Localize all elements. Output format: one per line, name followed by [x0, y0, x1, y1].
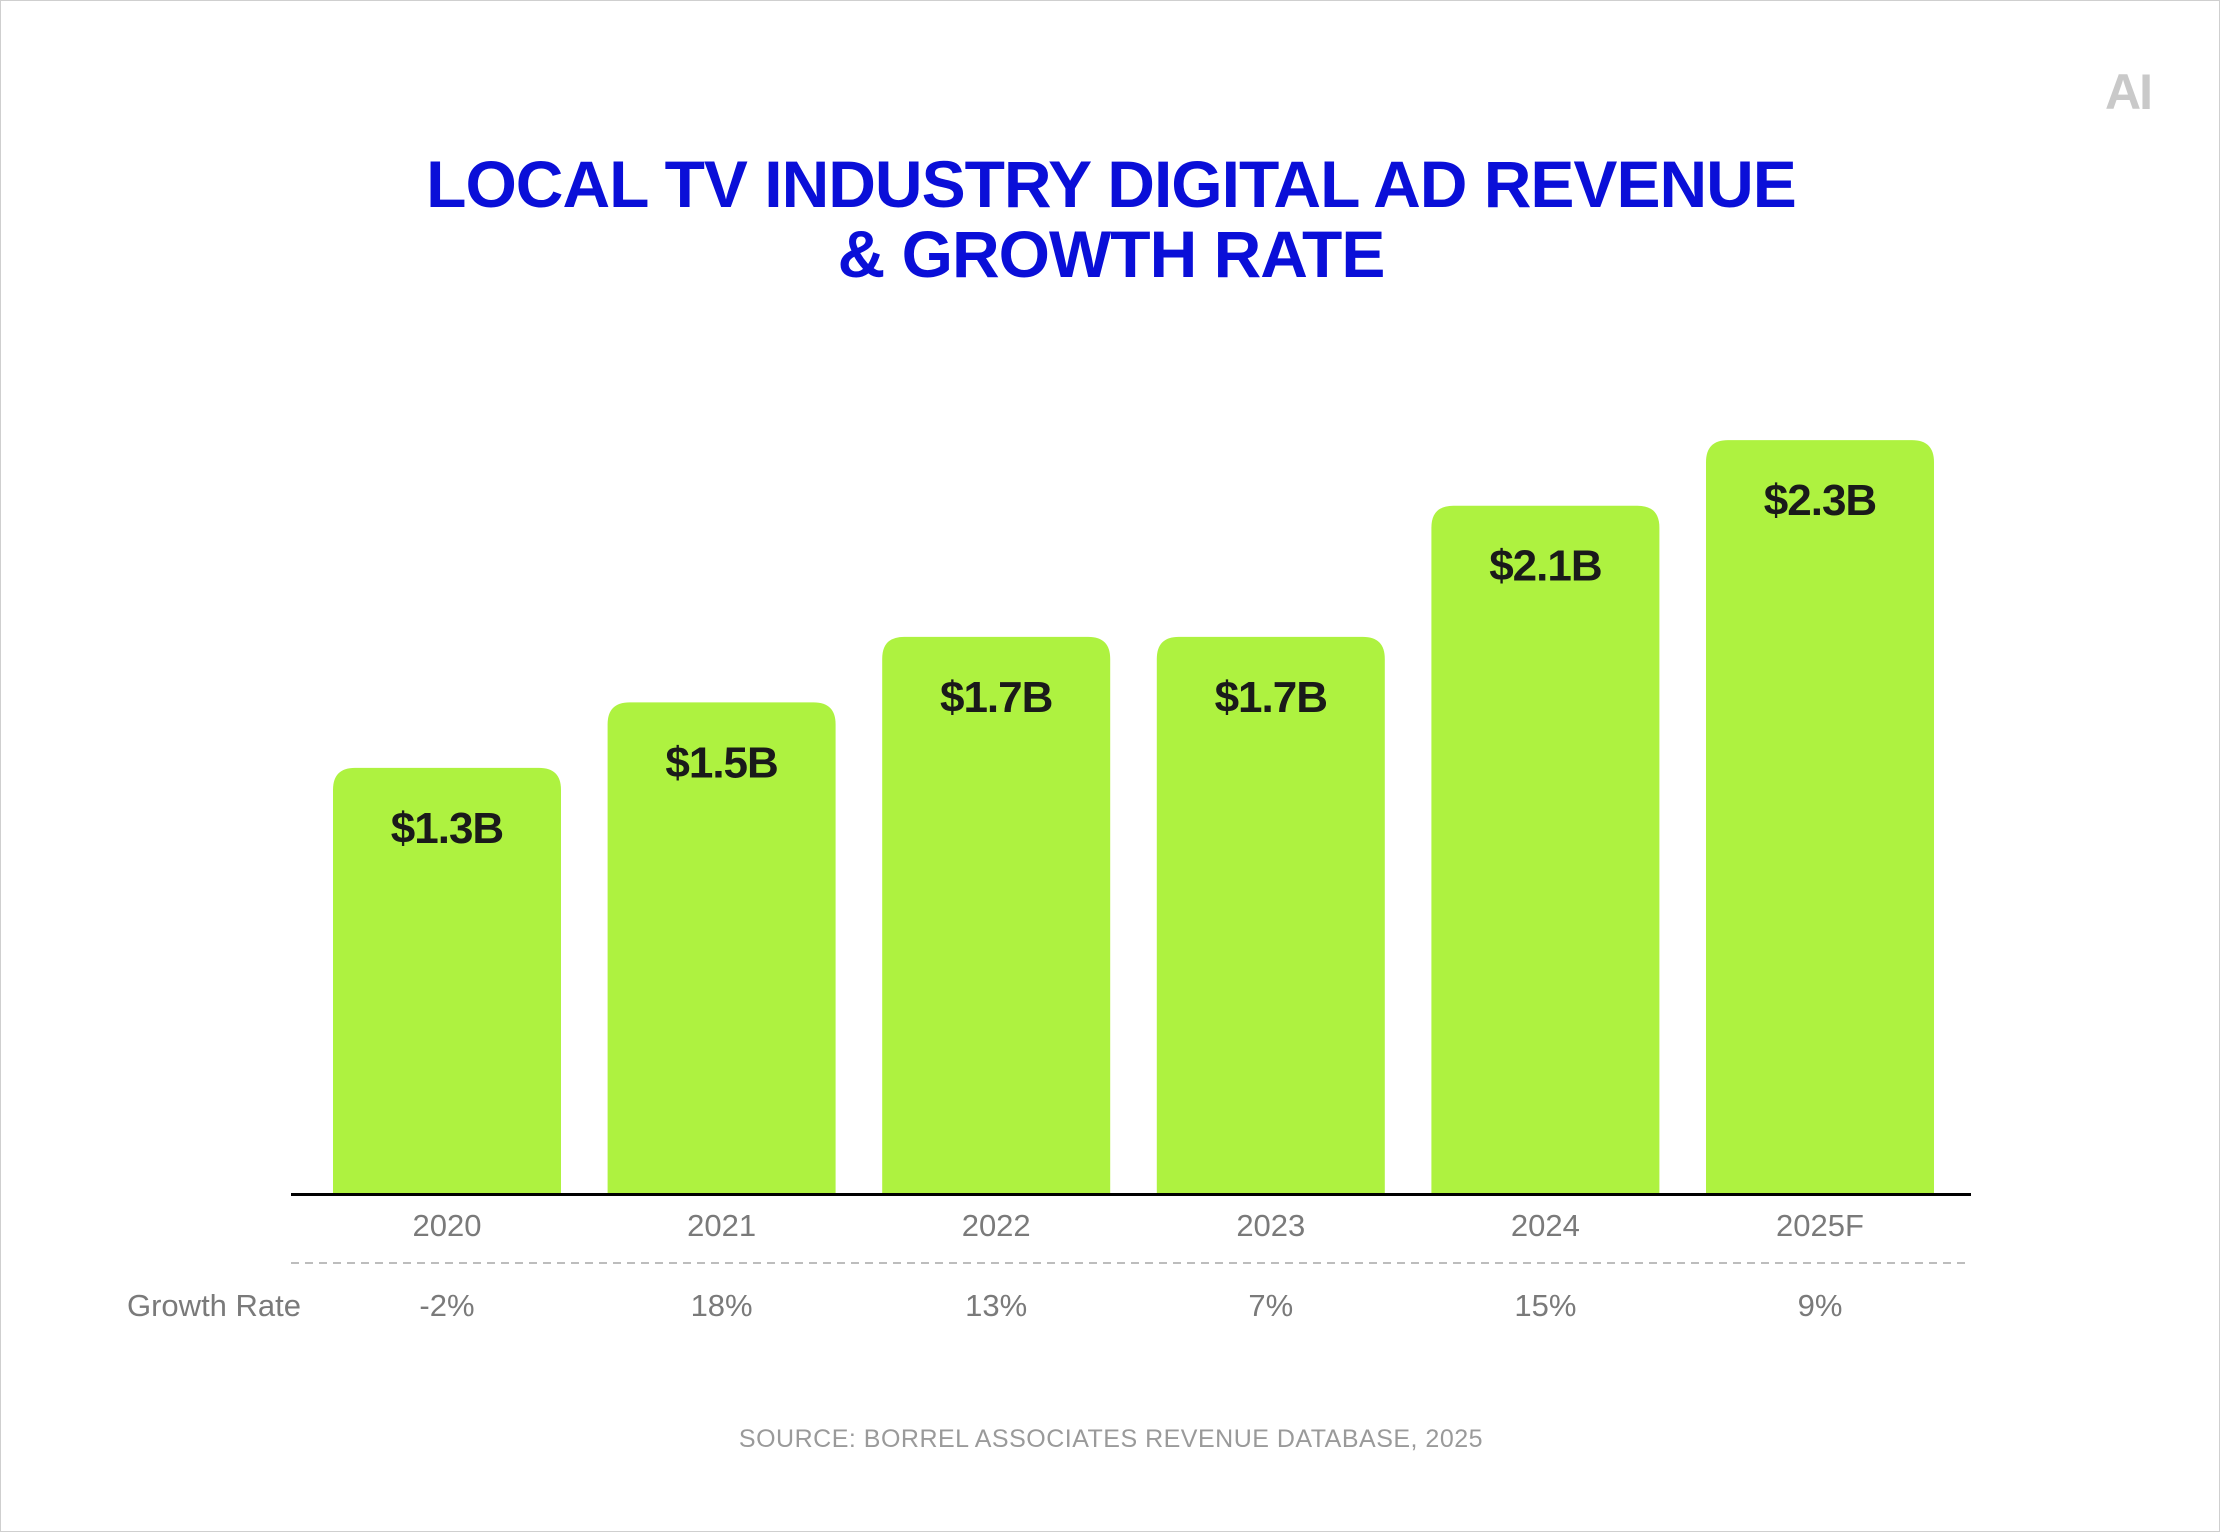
x-tick-label-2021: 2021	[687, 1208, 756, 1243]
x-tick-label-2020: 2020	[413, 1208, 482, 1243]
growth-rate-value-2020: -2%	[419, 1288, 474, 1323]
chart-title: LOCAL TV INDUSTRY DIGITAL AD REVENUE & G…	[1, 149, 2220, 289]
brand-logo: AI	[2105, 64, 2153, 120]
bar-chart: $1.3B 2020 -2% $1.5B 2021 18% $1.7B 2022 13% $1.7…	[127, 440, 1971, 1323]
bar-value-label-2023: $1.7B	[1215, 673, 1327, 722]
growth-rate-value-2023: 7%	[1248, 1288, 1293, 1323]
bar-2025F	[1706, 440, 1934, 1194]
bar-value-label-2025F: $2.3B	[1764, 476, 1876, 525]
source-note: SOURCE: BORREL ASSOCIATES REVENUE DATABA…	[738, 1425, 1484, 1453]
chart-title-line-2: & GROWTH RATE	[837, 217, 1386, 291]
growth-rate-label: Growth Rate	[127, 1288, 301, 1323]
bar-2020	[333, 767, 561, 1194]
x-tick-label-2024: 2024	[1511, 1208, 1580, 1243]
bar-value-label-2024: $2.1B	[1489, 542, 1601, 591]
growth-rate-value-2024: 15%	[1514, 1288, 1576, 1323]
growth-rate-value-2021: 18%	[691, 1288, 753, 1323]
x-tick-label-2025F: 2025F	[1776, 1208, 1864, 1243]
growth-rate-value-2022: 13%	[965, 1288, 1027, 1323]
chart-title-line-1: LOCAL TV INDUSTRY DIGITAL AD REVENUE	[426, 147, 1797, 221]
bar-2024	[1431, 505, 1660, 1194]
x-tick-label-2022: 2022	[962, 1208, 1031, 1243]
bar-value-label-2021: $1.5B	[665, 738, 777, 787]
growth-rate-value-2025F: 9%	[1798, 1288, 1843, 1323]
bar-2021	[607, 702, 836, 1194]
bar-2022	[882, 636, 1111, 1194]
bar-value-label-2020: $1.3B	[391, 804, 503, 853]
bar-value-label-2022: $1.7B	[940, 673, 1052, 722]
bar-2023	[1156, 636, 1385, 1194]
x-tick-label-2023: 2023	[1236, 1208, 1305, 1243]
